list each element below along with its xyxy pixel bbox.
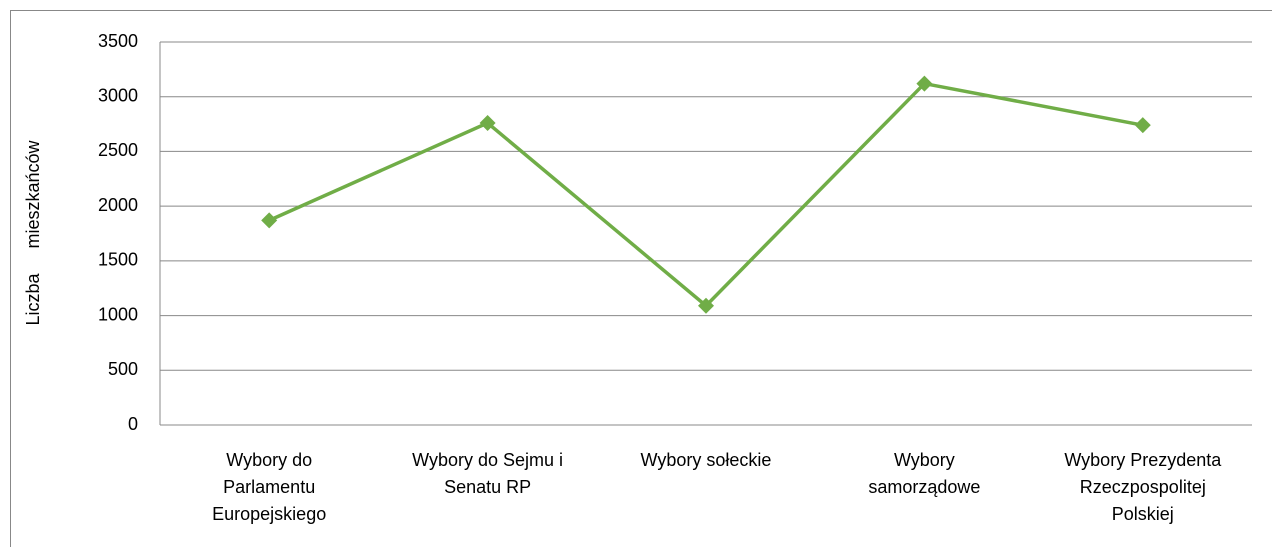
data-point	[1134, 117, 1151, 134]
x-tick-label: Wybory Prezydenta Rzeczpospolitej Polski…	[1064, 450, 1222, 524]
x-tick-label: Wybory do Parlamentu Europejskiego	[212, 450, 327, 524]
data-point	[698, 297, 714, 314]
data-point	[916, 75, 933, 92]
y-tick-label: 2000	[98, 195, 138, 215]
y-tick-label: 1000	[98, 304, 138, 324]
x-tick-label: Wybory samorządowe	[868, 450, 981, 497]
x-tick-label: Wybory do Sejmu i Senatu RP	[412, 450, 564, 497]
x-tick-label: Wybory sołeckie	[640, 450, 772, 470]
y-tick-label: 1500	[98, 250, 138, 270]
y-tick-label: 500	[108, 359, 138, 379]
y-axis-label: Liczba mieszkańców	[23, 139, 43, 325]
data-point	[261, 212, 278, 229]
data-line	[268, 81, 1144, 309]
chart-border	[10, 10, 1272, 547]
data-point	[479, 114, 496, 131]
y-tick-label: 0	[128, 414, 138, 434]
y-tick-label: 3000	[98, 85, 138, 105]
y-tick-label: 3500	[98, 31, 138, 51]
y-tick-label: 2500	[98, 140, 138, 160]
